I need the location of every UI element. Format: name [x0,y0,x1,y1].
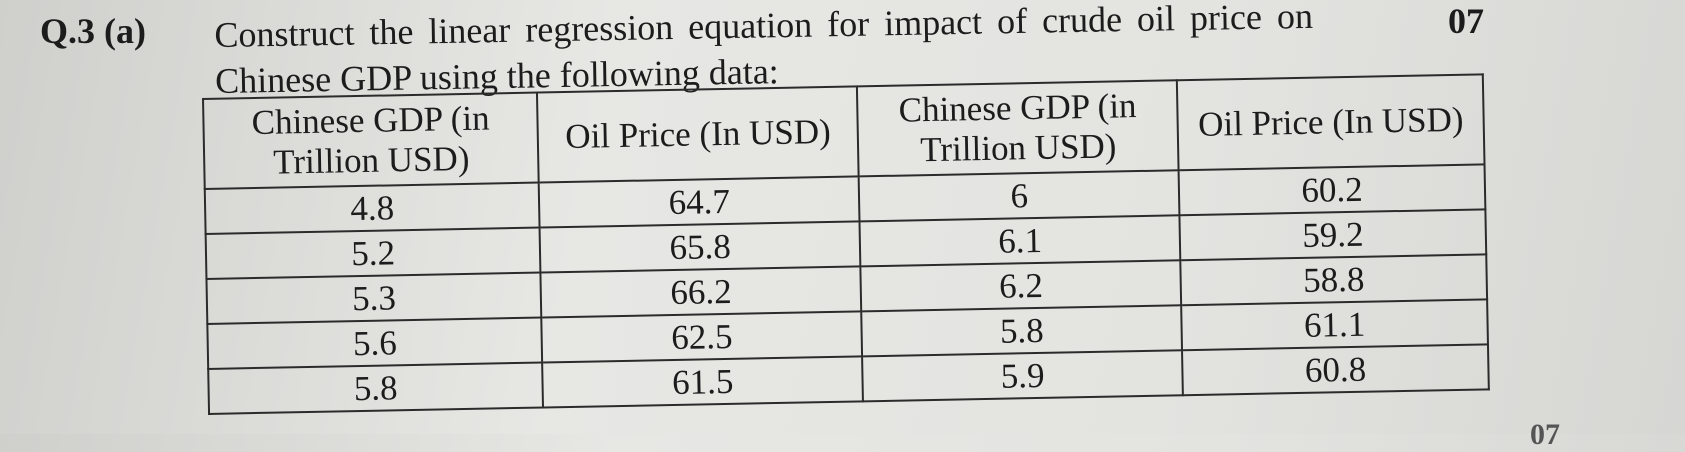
header-oil-price-1: Oil Price (In USD) [537,86,859,183]
table-cell: 61.5 [542,356,864,408]
header-chinese-gdp-2: Chinese GDP (in Trillion USD) [857,80,1179,177]
table-cell: 6.1 [859,215,1181,267]
question-number: Q.3 (a) [40,11,146,51]
table-cell: 6 [858,170,1180,222]
table-cell: 60.2 [1178,164,1486,216]
table-cell: 64.7 [538,176,860,228]
table-cell: 58.8 [1180,254,1488,306]
table-cell: 65.8 [539,221,861,273]
table-cell: 5.6 [207,317,543,369]
header-chinese-gdp-1: Chinese GDP (in Trillion USD) [203,92,539,189]
data-table: Chinese GDP (in Trillion USD) Oil Price … [202,73,1490,415]
table-cell: 6.2 [860,260,1182,312]
table-cell: 4.8 [204,182,540,234]
table-cell: 5.8 [861,305,1183,357]
table-cell: 59.2 [1179,209,1487,261]
footer-fragment: 07 [1530,418,1560,451]
data-table-container: Chinese GDP (in Trillion USD) Oil Price … [202,73,1490,415]
table-cell: 62.5 [541,311,863,363]
header-oil-price-2: Oil Price (In USD) [1177,74,1485,171]
table-cell: 60.8 [1182,344,1489,396]
table-cell: 5.9 [862,350,1184,402]
table-cell: 5.3 [206,272,542,324]
table-cell: 5.2 [205,227,541,279]
table-cell: 61.1 [1181,299,1488,351]
table-cell: 5.8 [208,362,544,414]
question-marks: 07 [1448,1,1484,41]
table-cell: 66.2 [540,266,862,318]
